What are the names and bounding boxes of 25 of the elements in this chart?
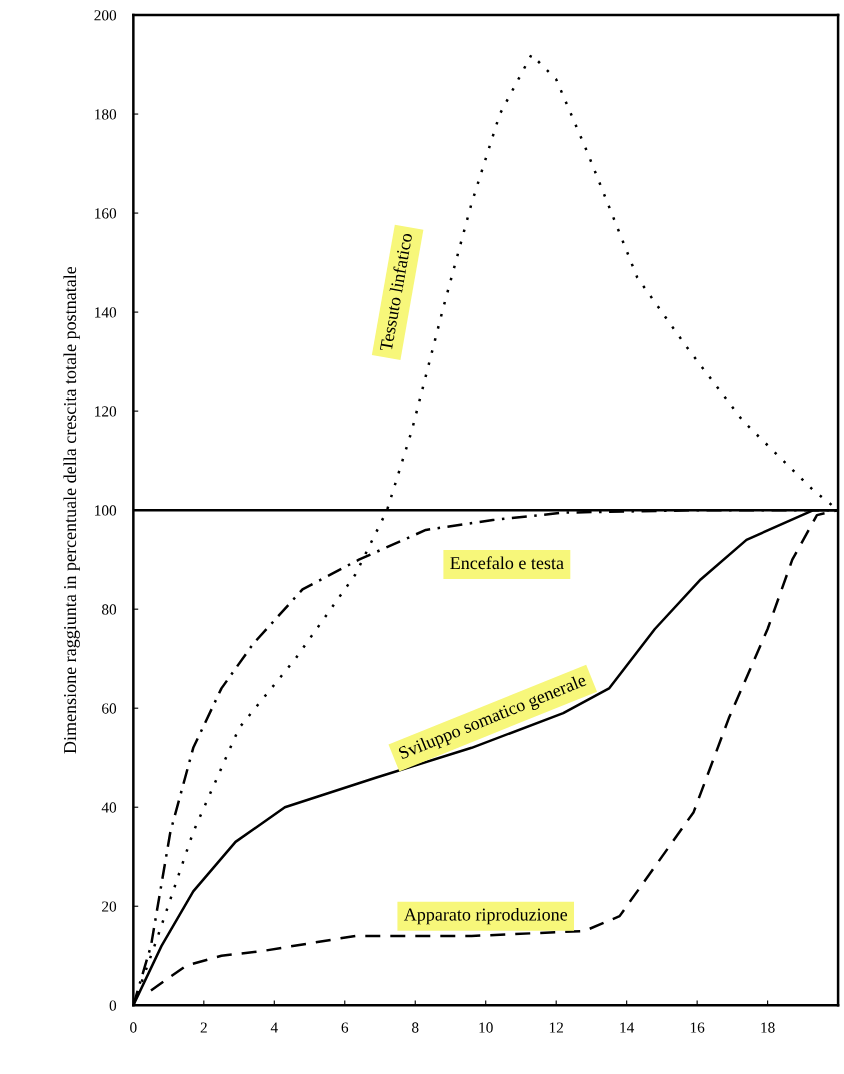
series-label: Encefalo e testa xyxy=(450,556,564,570)
x-tick-label: 4 xyxy=(270,1022,278,1033)
y-tick-label: 20 xyxy=(102,901,117,912)
y-tick-label: 180 xyxy=(95,109,117,120)
series-label: Apparato riproduzione xyxy=(403,907,568,925)
y-tick-label: 40 xyxy=(101,802,117,813)
x-tick-label: 18 xyxy=(761,1022,775,1033)
x-tick-label: 14 xyxy=(620,1022,635,1033)
y-tick-label: 160 xyxy=(95,208,117,219)
x-tick-label: 2 xyxy=(200,1022,207,1033)
y-tick-label: 140 xyxy=(95,307,117,318)
x-tick-label: 10 xyxy=(479,1022,493,1033)
y-tick-label: 0 xyxy=(109,1000,117,1011)
y-axis-title: Dimensione raggiunta in percentuale della crescita totale postnatale xyxy=(63,266,80,754)
x-tick-label: 12 xyxy=(549,1022,563,1033)
x-tick-label: 8 xyxy=(412,1022,419,1033)
y-tick-label: 200 xyxy=(94,10,117,21)
x-tick-label: 0 xyxy=(130,1022,137,1033)
y-tick-label: 80 xyxy=(101,604,117,615)
x-tick-label: 6 xyxy=(341,1022,349,1033)
y-tick-label: 60 xyxy=(102,703,117,714)
text: Tessuto linfatico xyxy=(379,232,413,352)
y-tick-label: 100 xyxy=(95,505,117,516)
y-tick-label: 120 xyxy=(95,406,117,417)
x-tick-label: 16 xyxy=(690,1022,705,1033)
